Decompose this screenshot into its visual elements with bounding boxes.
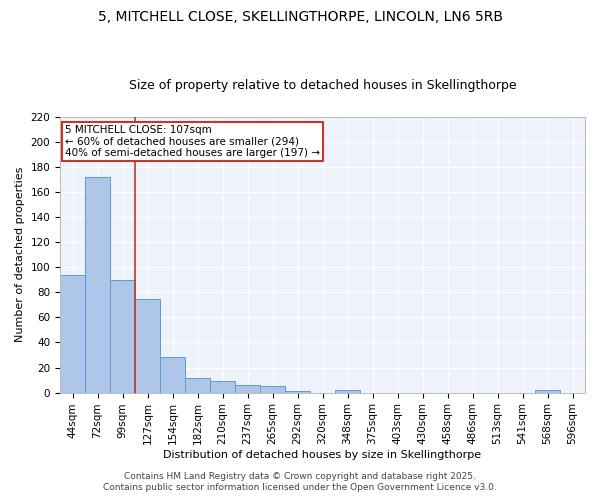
Text: 5 MITCHELL CLOSE: 107sqm
← 60% of detached houses are smaller (294)
40% of semi-: 5 MITCHELL CLOSE: 107sqm ← 60% of detach… bbox=[65, 125, 320, 158]
Y-axis label: Number of detached properties: Number of detached properties bbox=[15, 167, 25, 342]
Bar bbox=[535, 390, 560, 392]
Bar bbox=[210, 382, 235, 392]
Bar bbox=[60, 274, 85, 392]
Bar bbox=[135, 298, 160, 392]
Text: Contains HM Land Registry data © Crown copyright and database right 2025.
Contai: Contains HM Land Registry data © Crown c… bbox=[103, 472, 497, 492]
X-axis label: Distribution of detached houses by size in Skellingthorpe: Distribution of detached houses by size … bbox=[163, 450, 482, 460]
Bar bbox=[235, 385, 260, 392]
Bar bbox=[185, 378, 210, 392]
Bar bbox=[260, 386, 285, 392]
Bar bbox=[160, 358, 185, 392]
Text: 5, MITCHELL CLOSE, SKELLINGTHORPE, LINCOLN, LN6 5RB: 5, MITCHELL CLOSE, SKELLINGTHORPE, LINCO… bbox=[97, 10, 503, 24]
Bar bbox=[85, 177, 110, 392]
Bar bbox=[110, 280, 135, 392]
Bar bbox=[335, 390, 360, 392]
Title: Size of property relative to detached houses in Skellingthorpe: Size of property relative to detached ho… bbox=[129, 79, 517, 92]
